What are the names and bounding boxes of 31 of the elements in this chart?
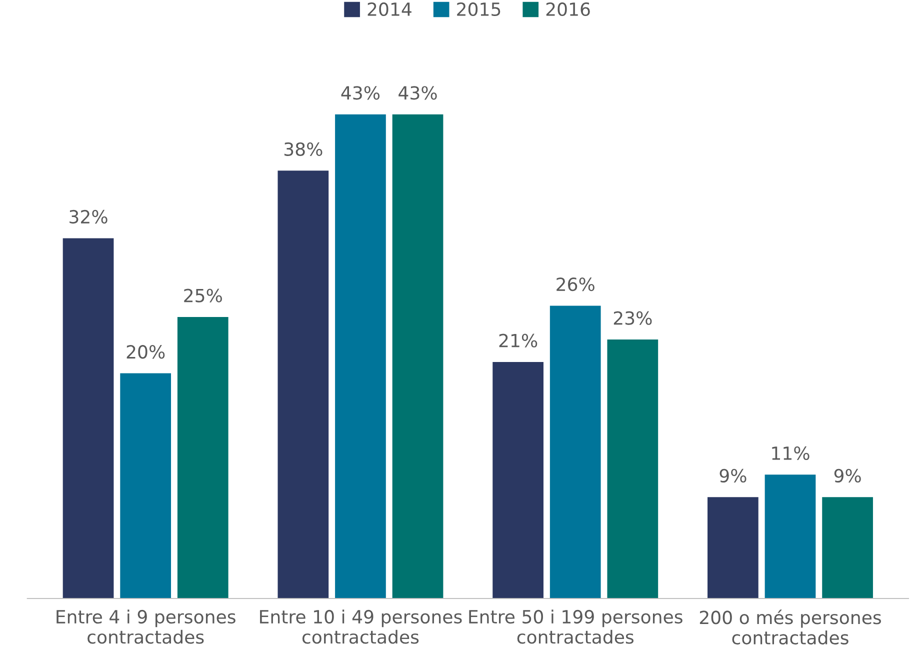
data-label: 43% <box>341 86 380 100</box>
bar <box>392 114 444 598</box>
data-label: 25% <box>184 288 222 302</box>
data-label: 9% <box>834 468 861 483</box>
data-label: 23% <box>614 311 652 325</box>
bar <box>708 497 758 598</box>
x-tick-label: Entre 4 i 9 persones contractades <box>56 610 236 644</box>
data-label: 38% <box>284 142 322 156</box>
data-label: 43% <box>398 86 437 100</box>
data-label: 26% <box>556 277 594 292</box>
legend-label: 2014 <box>368 2 412 16</box>
bar <box>62 238 114 598</box>
legend-label: 2016 <box>546 2 590 16</box>
bar <box>607 340 658 598</box>
data-label: 21% <box>499 334 538 348</box>
x-tick-label: Entre 10 i 49 persones contractades <box>260 610 462 644</box>
data-label: 32% <box>70 210 108 224</box>
x-tick-label: 200 o més persones contractades <box>700 610 881 645</box>
bar <box>822 497 873 598</box>
bar <box>335 114 386 598</box>
bar <box>278 170 329 598</box>
x-tick-label: Entre 50 i 199 persones contractades <box>469 610 682 644</box>
data-label: 9% <box>720 468 746 483</box>
bar <box>492 362 544 598</box>
bar <box>177 317 228 598</box>
data-label: 11% <box>772 446 810 460</box>
bar <box>764 474 816 598</box>
bar <box>550 306 601 598</box>
bar <box>120 373 172 598</box>
legend-label: 2015 <box>457 2 500 16</box>
data-label: 20% <box>126 345 165 359</box>
